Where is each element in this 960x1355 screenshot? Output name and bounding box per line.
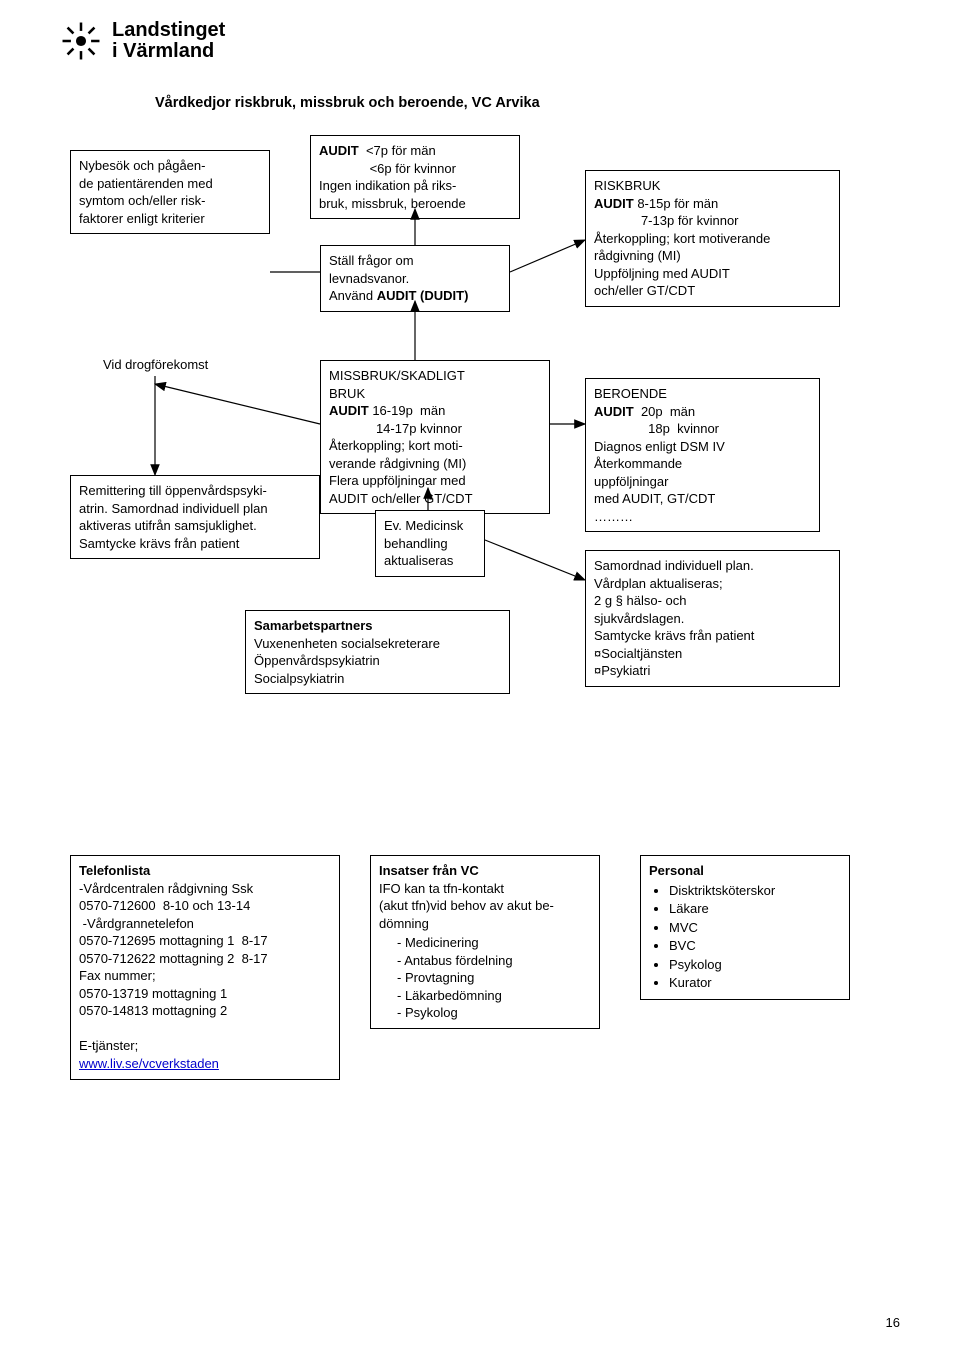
box-vid_drog: Vid drogförekomst (95, 350, 235, 380)
page-title: Vårdkedjor riskbruk, missbruk och beroen… (155, 95, 540, 111)
box-nybesok: Nybesök och pågåen-de patientärenden med… (70, 150, 270, 234)
org-name-line2: i Värmland (112, 41, 225, 62)
box-samordnad: Samordnad individuell plan.Vårdplan aktu… (585, 550, 840, 687)
page-number: 16 (886, 1315, 900, 1330)
box-telefon: Telefonlista-Vårdcentralen rådgivning Ss… (70, 855, 340, 1080)
box-missbruk: MISSBRUK/SKADLIGTBRUKAUDIT 16-19p män 14… (320, 360, 550, 514)
box-insatser: Insatser från VCIFO kan ta tfn-kontakt(a… (370, 855, 600, 1029)
box-personal: PersonalDisktriktsköterskorLäkareMVCBVCP… (640, 855, 850, 1000)
box-samarbets: SamarbetspartnersVuxenenheten socialsekr… (245, 610, 510, 694)
box-beroende: BEROENDEAUDIT 20p män 18p kvinnorDiagnos… (585, 378, 820, 532)
org-logo: Landstinget i Värmland (60, 20, 225, 62)
box-remittering: Remittering till öppenvårdspsyki-atrin. … (70, 475, 320, 559)
box-riskbruk: RISKBRUKAUDIT 8-15p för män 7-13p för kv… (585, 170, 840, 307)
org-name-line1: Landstinget (112, 20, 225, 41)
box-ev_med: Ev. Medicinskbehandlingaktualiseras (375, 510, 485, 577)
sun-icon (60, 20, 102, 62)
box-stall_fragor: Ställ frågor omlevnadsvanor.Använd AUDIT… (320, 245, 510, 312)
page: Landstinget i Värmland Vårdkedjor riskbr… (0, 0, 960, 1355)
box-audit_lt7: AUDIT <7p för män <6p för kvinnorIngen i… (310, 135, 520, 219)
org-name: Landstinget i Värmland (112, 20, 225, 62)
